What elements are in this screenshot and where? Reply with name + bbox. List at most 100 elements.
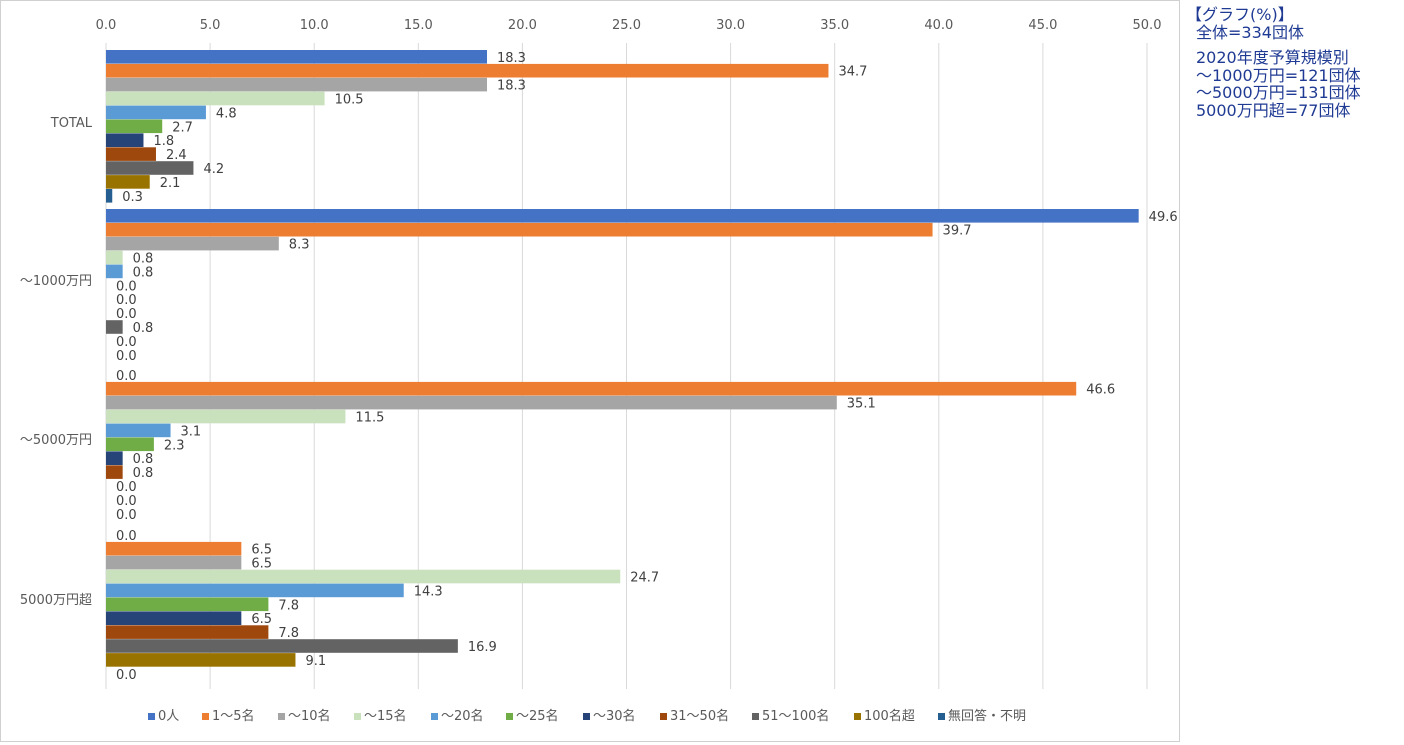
notes-title: 【グラフ(%)】 [1186, 5, 1294, 24]
data-label: 34.7 [838, 65, 867, 80]
category-label: ～5000万円 [20, 433, 92, 448]
x-tick-label: 25.0 [612, 18, 641, 33]
data-label: 1.8 [153, 134, 174, 149]
data-label: 0.0 [116, 279, 137, 294]
category-label: TOTAL [50, 116, 93, 131]
legend-swatch [660, 713, 667, 720]
bar [106, 175, 150, 189]
data-label: 8.3 [289, 238, 310, 253]
legend-label: ～25名 [516, 708, 559, 724]
bar [106, 423, 171, 438]
bar [106, 437, 154, 452]
bar [106, 597, 269, 612]
bar [106, 320, 123, 334]
bar-chart: 0.0 5.0 10.0 15.0 20.0 25.0 30.0 35.0 40.0 45.0 50… [20, 18, 1178, 724]
chart-frame: 0.0 5.0 10.0 15.0 20.0 25.0 30.0 35.0 40.0 45.0 50… [0, 0, 1180, 742]
bar [106, 189, 113, 203]
data-label: 35.1 [847, 397, 876, 412]
data-label: 0.8 [133, 452, 154, 467]
data-label: 7.8 [278, 598, 299, 613]
data-label: 0.8 [133, 252, 154, 267]
data-label: 0.0 [116, 335, 137, 350]
bar [106, 569, 621, 584]
legend-swatch [938, 713, 945, 720]
x-tick-label: 0.0 [96, 18, 117, 33]
data-label: 4.2 [203, 162, 224, 177]
data-label: 0.8 [133, 321, 154, 336]
data-label: 0.0 [116, 369, 137, 384]
bar [106, 555, 242, 570]
legend-label: 0人 [158, 709, 179, 724]
data-label: 2.4 [166, 148, 187, 163]
x-tick-label: 40.0 [924, 18, 953, 33]
bar [106, 409, 346, 424]
legend-swatch [431, 713, 438, 720]
bar [106, 63, 829, 78]
data-label: 3.1 [181, 424, 202, 439]
legend-label: 31～50名 [670, 708, 729, 724]
data-label: 0.0 [116, 480, 137, 495]
legend-label: ～30名 [593, 708, 636, 724]
notes-budget-heading: 2020年度予算規模別 [1196, 48, 1349, 67]
bar [106, 451, 123, 465]
bar [106, 236, 279, 251]
data-label: 0.0 [116, 529, 137, 544]
x-tick-label: 30.0 [716, 18, 745, 33]
data-label: 0.8 [133, 265, 154, 280]
legend-swatch [583, 713, 590, 720]
bar [106, 50, 488, 64]
x-tick-label: 50.0 [1133, 18, 1162, 33]
data-label: 0.0 [116, 293, 137, 308]
bar [106, 119, 163, 134]
legend-label: ～10名 [288, 708, 331, 724]
x-tick-label: 20.0 [508, 18, 537, 33]
bar [106, 465, 123, 479]
bar [106, 161, 194, 175]
legend-label: ～15名 [364, 708, 407, 724]
legend-swatch [506, 713, 513, 720]
bar [106, 653, 296, 667]
data-label: 0.3 [122, 190, 143, 205]
bar [106, 133, 144, 147]
data-label: 0.0 [116, 494, 137, 509]
data-label: 2.3 [164, 438, 185, 453]
legend-swatch [148, 713, 155, 720]
bar [106, 541, 242, 556]
x-tick-label: 35.0 [820, 18, 849, 33]
data-label: 2.1 [160, 176, 181, 191]
bar [106, 209, 1139, 223]
side-notes: 【グラフ(%)】 全体=334団体 2020年度予算規模別 ～1000万円=12… [1186, 6, 1361, 119]
bar [106, 611, 242, 625]
legend-swatch [354, 713, 361, 720]
data-label: 11.5 [355, 411, 384, 426]
bar [106, 77, 488, 92]
legend-swatch [854, 713, 861, 720]
data-label: 39.7 [943, 224, 972, 239]
bar [106, 639, 458, 653]
notes-line-3: 5000万円超=77団体 [1196, 100, 1351, 120]
category-label: 5000万円超 [20, 593, 92, 608]
data-label: 6.5 [251, 543, 272, 558]
bar [106, 583, 404, 598]
data-label: 24.7 [630, 571, 659, 586]
data-label: 0.0 [116, 508, 137, 523]
legend-label: 51～100名 [762, 708, 829, 724]
data-label: 2.7 [172, 120, 193, 135]
data-label: 49.6 [1149, 210, 1178, 225]
data-label: 6.5 [251, 612, 272, 627]
bar [106, 250, 123, 265]
x-tick-label: 15.0 [404, 18, 433, 33]
legend-label: 無回答・不明 [948, 708, 1026, 724]
bar [106, 395, 837, 410]
data-label: 10.5 [335, 93, 364, 108]
bar [106, 264, 123, 279]
notes-line-2: ～5000万円=131団体 [1196, 83, 1361, 102]
notes-line-1: ～1000万円=121団体 [1196, 65, 1361, 85]
data-label: 18.3 [497, 79, 526, 94]
data-label: 6.5 [251, 557, 272, 572]
x-tick-label: 45.0 [1028, 18, 1057, 33]
bar [106, 91, 325, 106]
bar [106, 381, 1077, 396]
x-tick-label: 10.0 [300, 18, 329, 33]
data-label: 0.8 [133, 466, 154, 481]
